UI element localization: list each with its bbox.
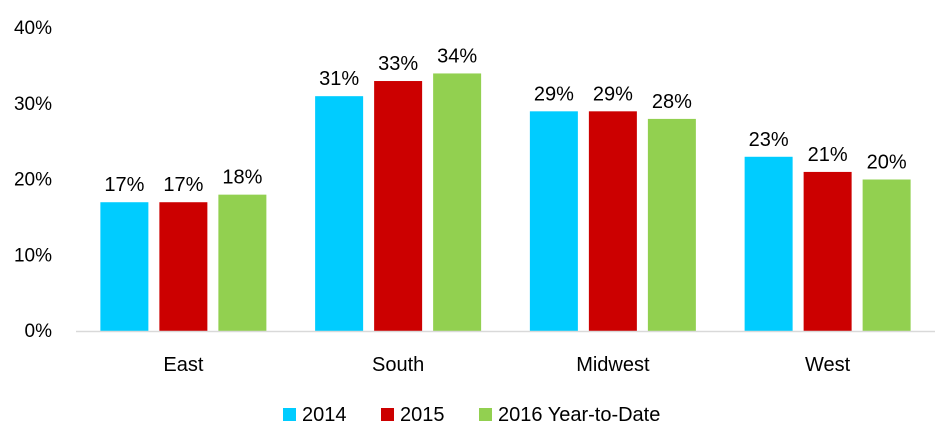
y-tick-label: 40% (14, 18, 52, 39)
legend-item-2014: 2014 (283, 404, 347, 426)
data-label: 17% (104, 174, 144, 196)
bars (100, 73, 911, 332)
data-label: 31% (319, 68, 359, 90)
bar-2016-year-to-date-midwest (647, 118, 696, 332)
legend-item-2015: 2015 (381, 404, 445, 426)
data-label: 18% (222, 167, 262, 189)
bar-2014-midwest (529, 111, 578, 331)
y-tick-label: 20% (14, 170, 52, 191)
y-tick-label: 0% (25, 321, 53, 342)
y-tick-label: 30% (14, 94, 52, 115)
legend-label: 2016 Year-to-Date (498, 404, 660, 426)
data-label: 29% (593, 83, 633, 105)
bar-2014-south (315, 96, 364, 331)
legend-swatch (479, 408, 492, 421)
bar-2015-south (374, 81, 423, 332)
data-label: 34% (437, 45, 477, 67)
legend: 2014 2015 2016 Year-to-Date (283, 404, 660, 426)
bar-2016-year-to-date-west (862, 179, 911, 331)
legend-label: 2015 (400, 404, 445, 426)
data-label: 29% (534, 83, 574, 105)
bar-2015-midwest (588, 111, 637, 331)
data-label: 23% (749, 129, 789, 151)
x-category-label: Midwest (576, 354, 650, 376)
legend-swatch (381, 408, 394, 421)
x-category-label: East (163, 354, 203, 376)
bar-2016-year-to-date-east (218, 194, 267, 331)
legend-label: 2014 (302, 404, 347, 426)
x-category-label: South (372, 354, 424, 376)
data-label: 28% (652, 91, 692, 113)
data-label: 21% (808, 144, 848, 166)
x-axis-category-labels: East South Midwest West (163, 354, 850, 376)
bar-2015-east (159, 202, 208, 331)
y-axis-ticks: 0% 10% 20% 30% 40% (14, 18, 52, 342)
y-tick-label: 10% (14, 245, 52, 266)
x-category-label: West (805, 354, 851, 376)
legend-swatch (283, 408, 296, 421)
bar-2015-west (803, 171, 852, 331)
bar-2016-year-to-date-south (433, 73, 482, 331)
data-label: 17% (163, 174, 203, 196)
bar-2014-east (100, 202, 149, 331)
bar-2014-west (744, 156, 793, 331)
data-labels: 17% 17% 18% 31% 33% 34% 29% 29% 28% 23% 21% 20% (104, 45, 906, 196)
legend-item-2016-year-to-date: 2016 Year-to-Date (479, 404, 660, 426)
data-label: 20% (867, 152, 907, 174)
data-label: 33% (378, 53, 418, 75)
